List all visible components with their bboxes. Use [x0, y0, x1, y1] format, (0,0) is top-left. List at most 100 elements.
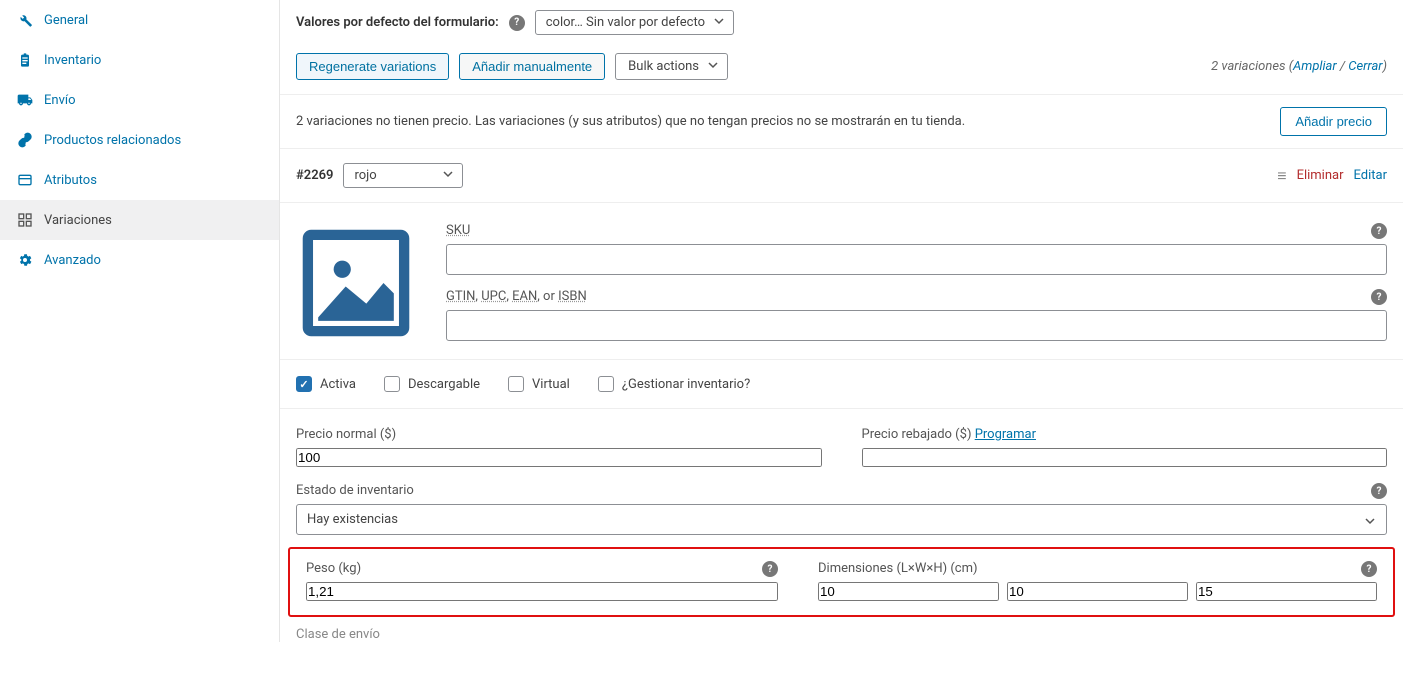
- checkbox-icon: [296, 376, 312, 392]
- dimensions-inputs: [818, 582, 1377, 601]
- weight-input[interactable]: [306, 582, 778, 601]
- sku-label-text: SKU: [446, 223, 470, 238]
- expand-link[interactable]: Ampliar: [1293, 59, 1337, 74]
- normal-price-col: Precio normal ($): [296, 427, 822, 467]
- clase-envio-label: Clase de envío: [280, 617, 1403, 642]
- drag-handle-icon[interactable]: ≡: [1277, 166, 1286, 186]
- sidebar-item-inventario[interactable]: Inventario: [0, 40, 279, 80]
- edit-variation-link[interactable]: Editar: [1354, 168, 1388, 183]
- sidebar-item-avanzado[interactable]: Avanzado: [0, 240, 279, 280]
- link-icon: [16, 132, 34, 148]
- checkbox-row: Activa Descargable Virtual ¿Gestionar in…: [280, 359, 1403, 409]
- grid-icon: [16, 212, 34, 228]
- help-icon[interactable]: ?: [1371, 483, 1387, 499]
- height-input[interactable]: [1196, 582, 1377, 601]
- dimensions-col: Dimensiones (L×W×H) (cm) ?: [818, 561, 1377, 601]
- sidebar-item-envio[interactable]: Envío: [0, 80, 279, 120]
- stock-status-select[interactable]: Hay existencias: [296, 504, 1387, 535]
- remove-variation-link[interactable]: Eliminar: [1297, 168, 1344, 183]
- gtin-part: GTIN: [446, 289, 475, 304]
- defaults-select[interactable]: color… Sin valor por defecto: [535, 10, 734, 35]
- weight-dims-highlight: Peso (kg) ? Dimensiones (L×W×H) (cm) ?: [288, 547, 1395, 617]
- gtin-or: , or: [537, 289, 558, 304]
- defaults-row: Valores por defecto del formulario: ? co…: [280, 0, 1403, 53]
- stock-status-value: Hay existencias: [307, 512, 398, 527]
- gtin-part: ISBN: [558, 289, 587, 304]
- checkbox-icon: [508, 376, 524, 392]
- check-descargable[interactable]: Descargable: [384, 376, 480, 392]
- wrench-icon: [16, 12, 34, 28]
- clipboard-icon: [16, 52, 34, 68]
- sidebar-item-general[interactable]: General: [0, 0, 279, 40]
- check-label: ¿Gestionar inventario?: [622, 377, 750, 392]
- checkbox-icon: [384, 376, 400, 392]
- help-icon[interactable]: ?: [1371, 223, 1387, 239]
- stock-status-col: Estado de inventario ? Hay existencias: [296, 483, 1387, 535]
- sku-field-group: SKU ?: [446, 223, 1387, 275]
- collapse-link[interactable]: Cerrar: [1348, 59, 1382, 74]
- variation-id: #2269: [296, 168, 333, 183]
- sidebar-item-label: General: [44, 13, 88, 28]
- check-label: Activa: [320, 377, 356, 392]
- check-activa[interactable]: Activa: [296, 376, 356, 392]
- card-icon: [16, 172, 34, 188]
- sidebar-item-variaciones[interactable]: Variaciones: [0, 200, 279, 240]
- gear-icon: [16, 252, 34, 268]
- count-text: 2 variaciones (: [1211, 59, 1293, 74]
- add-manually-button[interactable]: Añadir manualmente: [459, 53, 605, 80]
- weight-col: Peso (kg) ?: [306, 561, 778, 601]
- sidebar-item-label: Inventario: [44, 53, 101, 68]
- normal-price-label: Precio normal ($): [296, 427, 822, 442]
- weight-dims-row: Peso (kg) ? Dimensiones (L×W×H) (cm) ?: [298, 553, 1385, 601]
- bulk-actions-label: Bulk actions: [628, 59, 699, 74]
- check-label: Descargable: [408, 377, 480, 392]
- normal-price-input[interactable]: [296, 448, 822, 467]
- help-icon[interactable]: ?: [1361, 561, 1377, 577]
- check-gestionar-inventario[interactable]: ¿Gestionar inventario?: [598, 376, 750, 392]
- sidebar-item-label: Envío: [44, 93, 76, 108]
- add-price-button[interactable]: Añadir precio: [1280, 107, 1387, 136]
- schedule-link[interactable]: Programar: [975, 427, 1036, 442]
- notice-text: 2 variaciones no tienen precio. Las vari…: [296, 114, 965, 129]
- gtin-part: EAN: [512, 289, 537, 304]
- chevron-down-icon: [1364, 515, 1376, 531]
- weight-label: Peso (kg): [306, 561, 778, 576]
- chevron-down-icon: [442, 168, 454, 184]
- sale-price-input[interactable]: [862, 448, 1388, 467]
- sku-label: SKU: [446, 223, 1387, 238]
- help-icon[interactable]: ?: [1371, 289, 1387, 305]
- variation-header: #2269 rojo ≡ Eliminar Editar: [280, 149, 1403, 203]
- dimensions-label: Dimensiones (L×W×H) (cm): [818, 561, 1377, 576]
- sidebar-item-label: Variaciones: [44, 213, 112, 228]
- check-virtual[interactable]: Virtual: [508, 376, 570, 392]
- variation-count: 2 variaciones (Ampliar / Cerrar): [1211, 59, 1387, 74]
- bulk-actions-select[interactable]: Bulk actions: [615, 53, 728, 80]
- defaults-select-value: color… Sin valor por defecto: [546, 15, 705, 30]
- variation-attr-value: rojo: [354, 168, 376, 183]
- variation-attr-select[interactable]: rojo: [343, 163, 463, 188]
- sidebar-item-label: Atributos: [44, 173, 97, 188]
- gtin-part: UPC: [481, 289, 506, 304]
- width-input[interactable]: [1007, 582, 1188, 601]
- stock-row: Estado de inventario ? Hay existencias: [280, 467, 1403, 535]
- variation-body: SKU ? GTIN, UPC, EAN, or ISBN ?: [280, 203, 1403, 343]
- sidebar-item-atributos[interactable]: Atributos: [0, 160, 279, 200]
- defaults-label: Valores por defecto del formulario:: [296, 15, 499, 30]
- regenerate-variations-button[interactable]: Regenerate variations: [296, 53, 449, 80]
- sidebar-item-relacionados[interactable]: Productos relacionados: [0, 120, 279, 160]
- variation-image-upload[interactable]: [296, 223, 416, 343]
- sku-input[interactable]: [446, 244, 1387, 275]
- help-icon[interactable]: ?: [762, 561, 778, 577]
- chevron-down-icon: [707, 59, 719, 75]
- gtin-input[interactable]: [446, 310, 1387, 341]
- length-input[interactable]: [818, 582, 999, 601]
- sidebar-item-label: Avanzado: [44, 253, 101, 268]
- chevron-down-icon: [713, 15, 725, 31]
- checkbox-icon: [598, 376, 614, 392]
- help-icon[interactable]: ?: [509, 15, 525, 31]
- sale-price-label: Precio rebajado ($) Programar: [862, 427, 1388, 442]
- price-row: Precio normal ($) Precio rebajado ($) Pr…: [280, 409, 1403, 467]
- stock-status-label: Estado de inventario: [296, 483, 1387, 498]
- close-paren: ): [1383, 59, 1387, 74]
- check-label: Virtual: [532, 377, 570, 392]
